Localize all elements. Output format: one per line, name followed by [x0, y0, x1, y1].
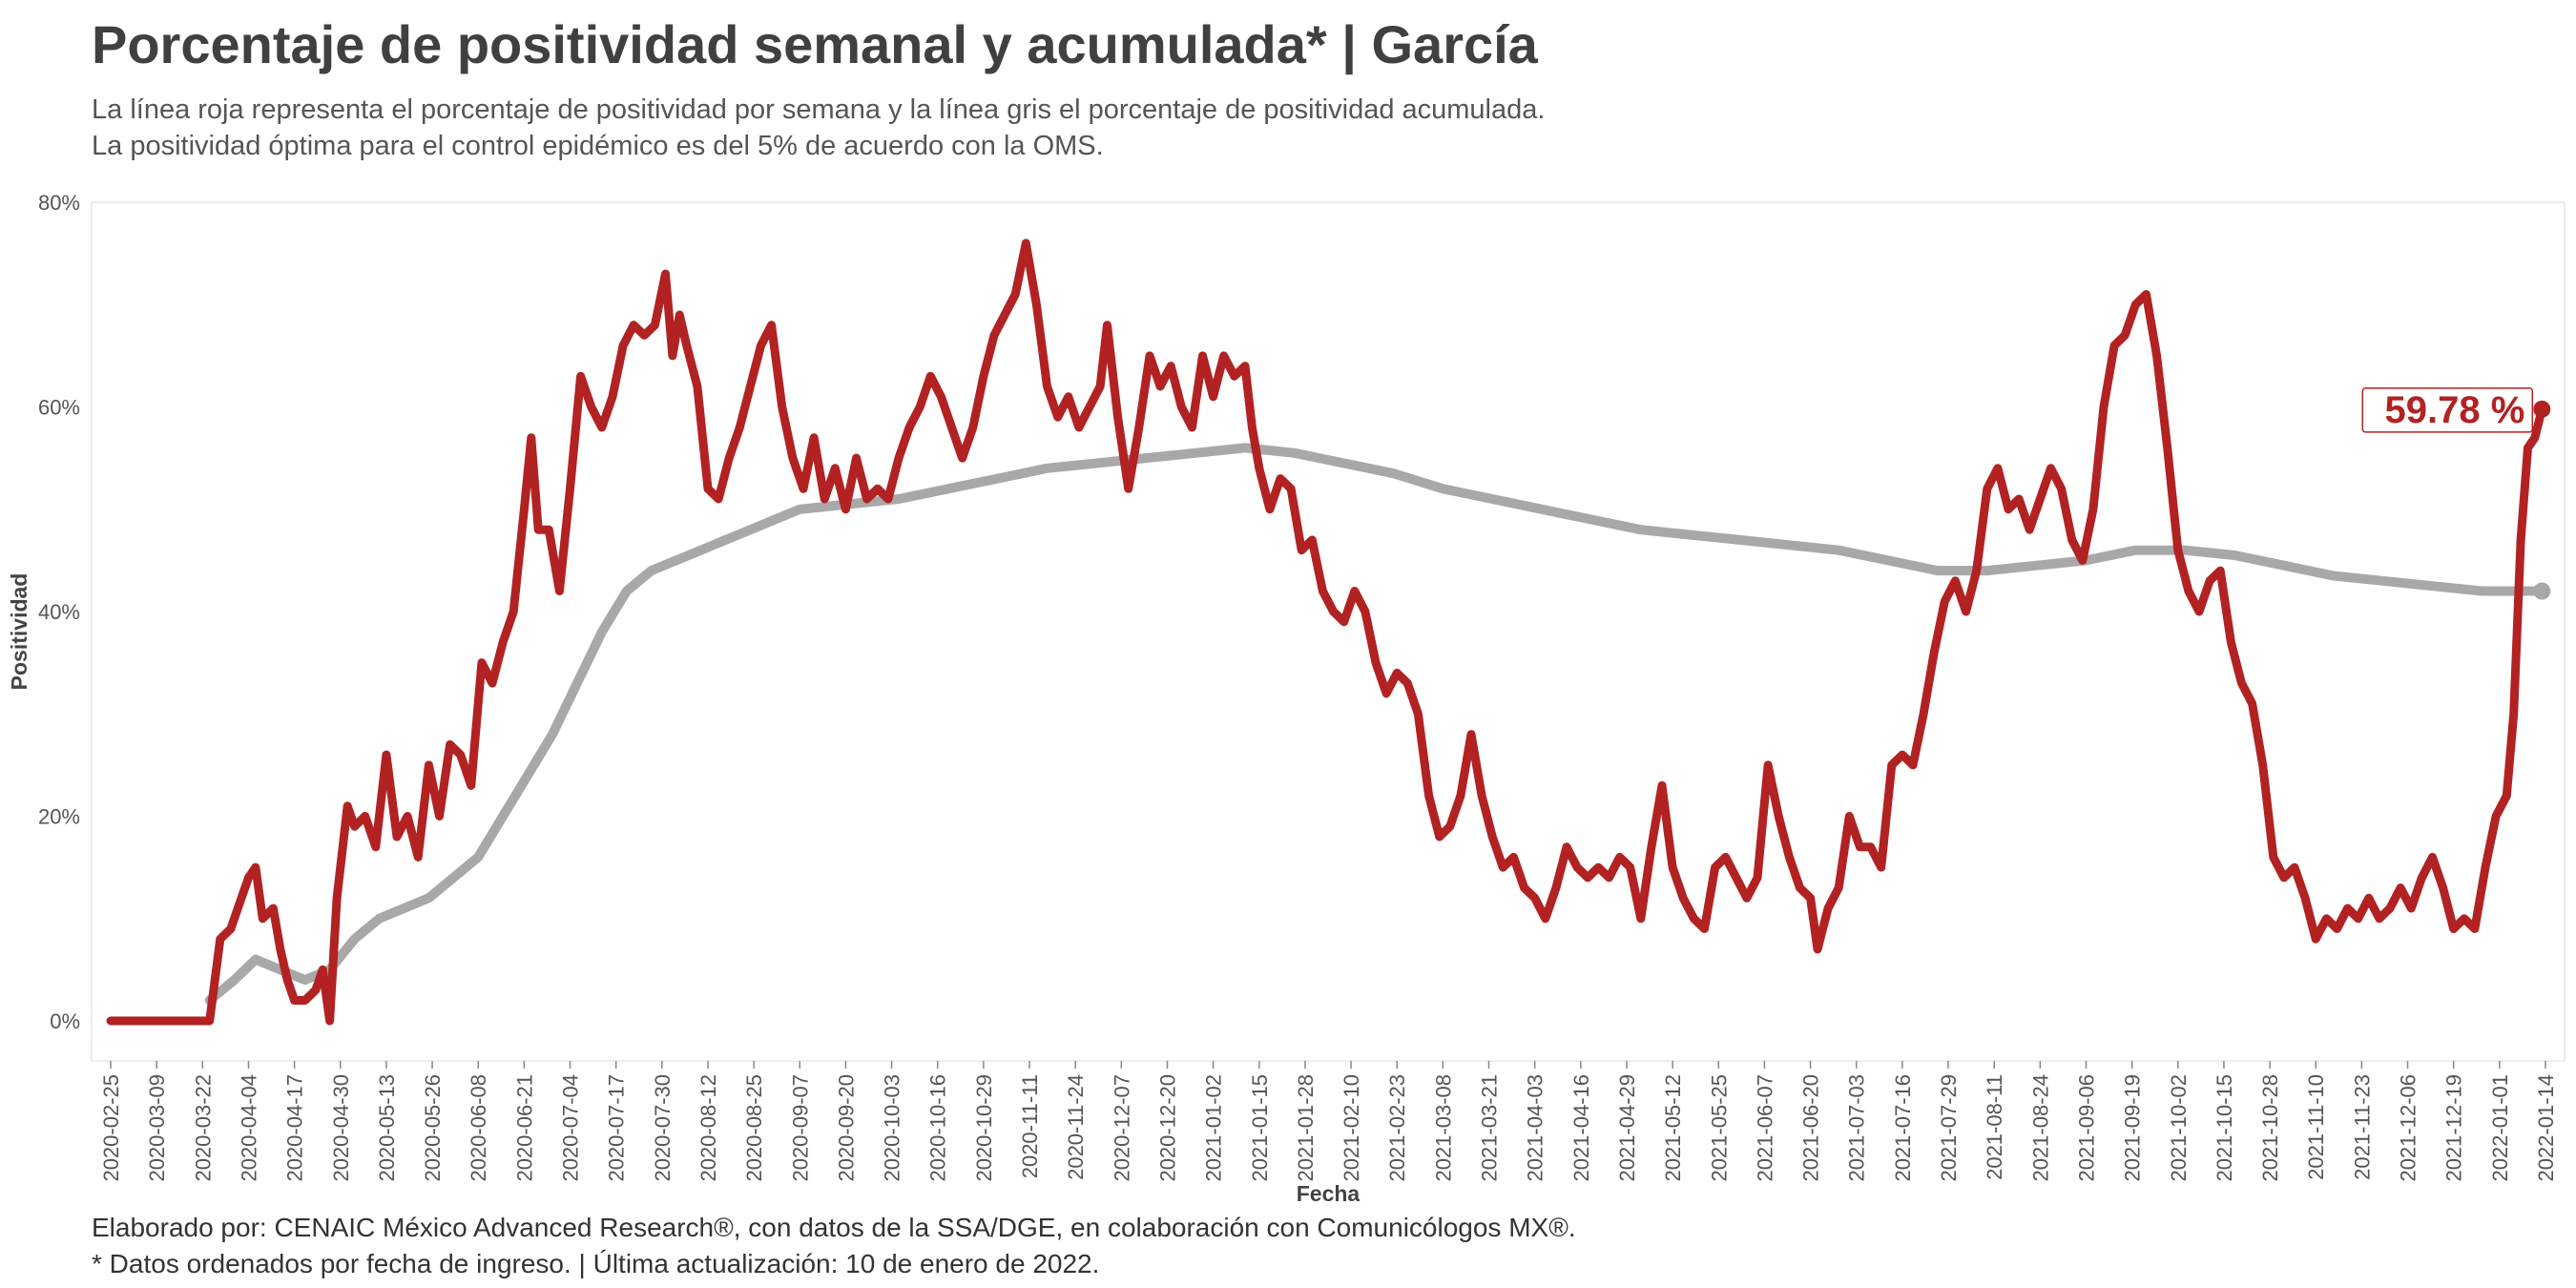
x-tick-label: 2021-06-07	[1753, 1074, 1776, 1182]
caption: Elaborado por: CENAIC México Advanced Re…	[92, 1210, 1576, 1282]
y-tick-label: 80%	[38, 191, 80, 215]
x-tick-label: 2021-01-28	[1294, 1074, 1318, 1182]
x-tick-label: 2021-02-10	[1340, 1074, 1363, 1182]
x-tick-label: 2022-01-01	[2488, 1074, 2512, 1182]
x-tick-label: 2021-11-23	[2350, 1074, 2374, 1180]
x-tick-label: 2020-04-30	[329, 1074, 353, 1182]
x-tick-label: 2020-09-07	[788, 1074, 812, 1182]
x-axis: 2020-02-25 2020-03-09 2020-03-22 2020-04-04…	[99, 1061, 2558, 1182]
caption-line-1: Elaborado por: CENAIC México Advanced Re…	[92, 1210, 1576, 1246]
end-label: 59.78 %	[2362, 388, 2532, 432]
x-tick-label: 2020-03-22	[191, 1074, 215, 1182]
y-tick-label: 60%	[38, 396, 80, 420]
end-label-text: 59.78 %	[2385, 389, 2525, 431]
x-tick-label: 2020-08-25	[742, 1074, 766, 1182]
x-tick-label: 2020-05-13	[375, 1074, 399, 1182]
x-tick-label: 2020-11-24	[1064, 1074, 1088, 1180]
x-tick-label: 2021-08-24	[2028, 1074, 2052, 1182]
x-tick-label: 2022-01-14	[2534, 1074, 2558, 1182]
x-tick-label: 2020-04-04	[237, 1074, 260, 1182]
x-tick-label: 2021-04-03	[1524, 1074, 1548, 1182]
x-tick-label: 2020-05-26	[421, 1074, 445, 1182]
x-tick-label: 2021-10-02	[2167, 1074, 2191, 1182]
cumulative-end-point	[2533, 583, 2550, 600]
x-tick-label: 2020-07-04	[559, 1074, 583, 1182]
x-tick-label: 2021-01-15	[1248, 1074, 1272, 1182]
x-tick-label: 2020-06-08	[467, 1074, 490, 1182]
x-tick-label: 2020-02-25	[99, 1074, 123, 1182]
x-axis-title: Fecha	[1297, 1181, 1361, 1206]
x-tick-label: 2020-10-16	[926, 1074, 950, 1182]
x-tick-label: 2020-09-20	[834, 1074, 858, 1182]
y-tick-label: 40%	[38, 600, 80, 624]
x-tick-label: 2021-05-25	[1707, 1074, 1731, 1182]
x-tick-label: 2021-07-16	[1891, 1074, 1915, 1182]
y-tick-label: 20%	[38, 805, 80, 829]
x-tick-label: 2021-09-19	[2121, 1074, 2145, 1182]
x-tick-label: 2021-06-20	[1799, 1074, 1823, 1182]
x-tick-label: 2021-05-12	[1661, 1074, 1685, 1182]
x-tick-label: 2021-04-29	[1615, 1074, 1639, 1182]
x-tick-label: 2020-10-29	[972, 1074, 996, 1182]
x-tick-label: 2021-03-21	[1478, 1074, 1502, 1182]
x-tick-label: 2021-09-06	[2074, 1074, 2098, 1182]
x-tick-label: 2020-12-20	[1155, 1074, 1179, 1182]
x-tick-label: 2021-04-16	[1569, 1074, 1593, 1182]
x-tick-label: 2021-10-15	[2212, 1074, 2236, 1182]
x-tick-label: 2021-11-10	[2304, 1074, 2328, 1180]
x-tick-label: 2020-07-17	[605, 1074, 629, 1182]
x-tick-label: 2020-03-09	[145, 1074, 169, 1182]
x-tick-label: 2021-02-23	[1385, 1074, 1409, 1182]
x-tick-label: 2020-06-21	[512, 1074, 536, 1182]
x-tick-label: 2020-04-17	[283, 1074, 307, 1182]
weekly-end-point	[2533, 401, 2550, 418]
x-tick-label: 2021-07-03	[1845, 1074, 1869, 1182]
x-tick-label: 2021-01-02	[1202, 1074, 1226, 1182]
x-tick-label: 2021-10-28	[2258, 1074, 2282, 1182]
x-tick-label: 2021-08-11	[1983, 1074, 2006, 1180]
x-tick-label: 2021-07-29	[1937, 1074, 1961, 1182]
x-tick-label: 2021-12-06	[2397, 1074, 2420, 1182]
caption-line-2: * Datos ordenados por fecha de ingreso. …	[92, 1246, 1576, 1282]
plot-area	[92, 202, 2565, 1061]
x-tick-label: 2021-12-19	[2442, 1074, 2466, 1182]
x-tick-label: 2021-03-08	[1431, 1074, 1455, 1182]
y-axis: 0% 20% 40% 60% 80%	[38, 191, 80, 1033]
x-tick-label: 2020-12-07	[1110, 1074, 1133, 1182]
y-axis-title: Positividad	[7, 573, 31, 691]
y-tick-label: 0%	[50, 1009, 80, 1033]
x-tick-label: 2020-08-12	[696, 1074, 720, 1182]
x-tick-label: 2020-07-30	[651, 1074, 675, 1182]
x-tick-label: 2020-11-11	[1018, 1074, 1042, 1178]
x-tick-label: 2020-10-03	[881, 1074, 904, 1182]
